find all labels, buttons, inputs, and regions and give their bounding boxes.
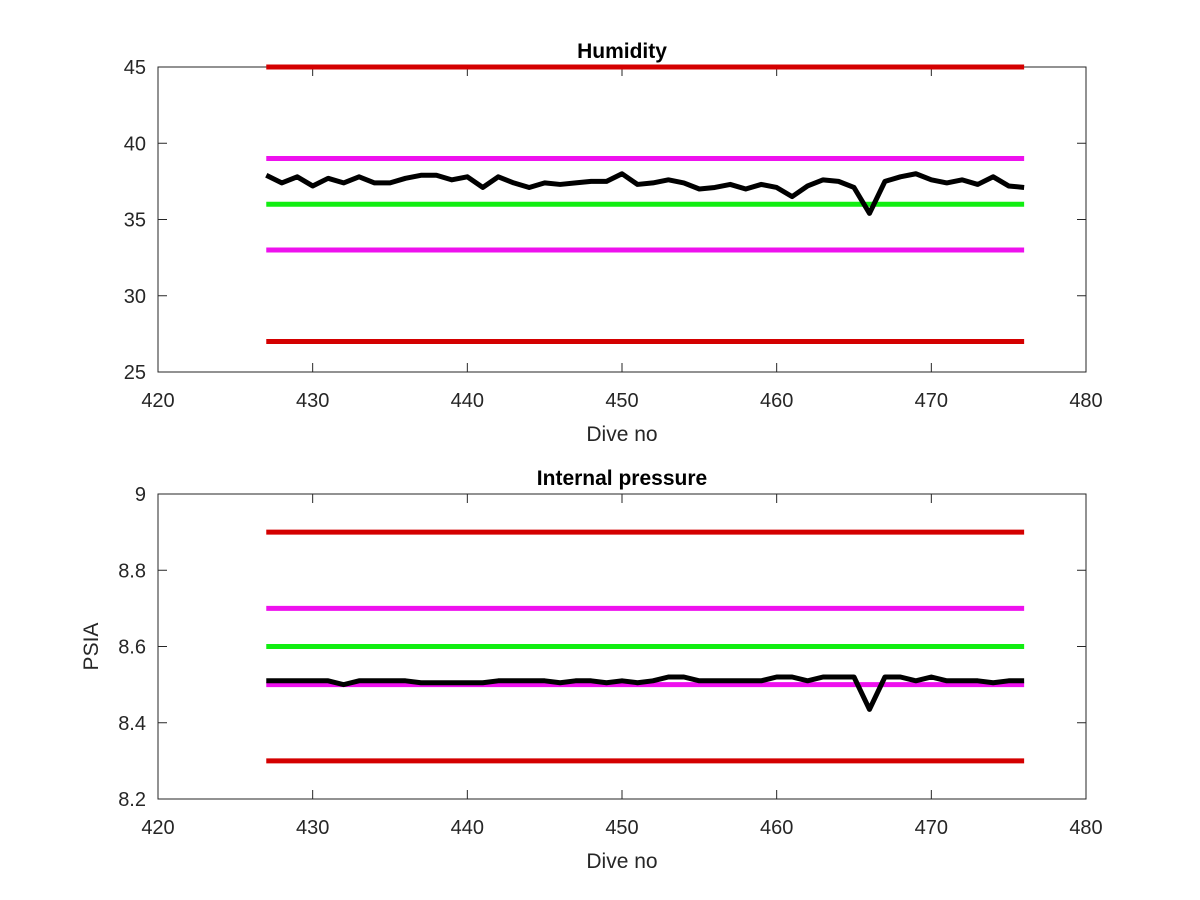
pressure-xtick-label: 420 (141, 817, 174, 839)
internal-pressure-axes: Internal pressure 420 430 440 450 460 470 480 8.… (80, 467, 1103, 873)
humidity-ytick-label: 40 (124, 133, 146, 155)
pressure-ytick-label: 8.2 (118, 789, 146, 811)
pressure-ytick-label: 8.6 (118, 637, 146, 659)
pressure-xlabel: Dive no (586, 850, 657, 873)
humidity-xtick-label: 460 (760, 390, 793, 412)
pressure-xtick-label: 450 (605, 817, 638, 839)
humidity-axes: Humidity 420 430 440 450 460 470 480 25 30 35 40 45 D… (124, 40, 1103, 446)
pressure-ylabel: PSIA (80, 623, 103, 671)
humidity-xtick-label: 470 (915, 390, 948, 412)
pressure-xtick-label: 430 (296, 817, 329, 839)
humidity-xtick-label: 420 (141, 390, 174, 412)
pressure-ytick-label: 9 (135, 484, 146, 506)
pressure-xtick-label: 480 (1069, 817, 1102, 839)
pressure-xtick-label: 470 (915, 817, 948, 839)
humidity-ytick-label: 25 (124, 362, 146, 384)
humidity-plot-frame (157, 66, 1087, 373)
pressure-ytick-label: 8.4 (118, 713, 146, 735)
pressure-xtick-label: 440 (451, 817, 484, 839)
pressure-series-line (266, 674, 1025, 712)
pressure-xtick-label: 460 (760, 817, 793, 839)
humidity-xtick-label: 440 (451, 390, 484, 412)
humidity-ytick-label: 30 (124, 286, 146, 308)
pressure-title: Internal pressure (537, 467, 707, 490)
pressure-ytick-label: 8.8 (118, 560, 146, 582)
humidity-title: Humidity (577, 40, 667, 63)
humidity-xlabel: Dive no (586, 423, 657, 446)
humidity-series-line (265, 171, 1025, 216)
humidity-xtick-label: 480 (1069, 390, 1102, 412)
humidity-xtick-label: 430 (296, 390, 329, 412)
humidity-ytick-label: 45 (124, 57, 146, 79)
humidity-xtick-label: 450 (605, 390, 638, 412)
humidity-ytick-label: 35 (124, 210, 146, 232)
